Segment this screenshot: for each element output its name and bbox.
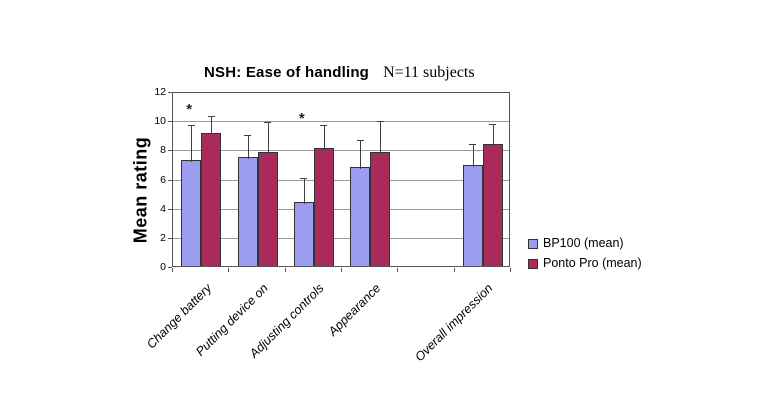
bar-bp100-adjusting-controls (293, 201, 314, 266)
y-tick-label-2: 2 (160, 231, 166, 244)
error-cap-ponto-adjusting-controls (320, 125, 328, 127)
error-cap-bp100-appearance (356, 139, 364, 141)
bar-ponto-putting-device-on (257, 152, 278, 266)
legend-label-bp100: BP100 (mean) (543, 236, 624, 250)
x-tick-mark-6 (510, 268, 511, 272)
y-tick-mark-10 (168, 121, 172, 123)
error-bar-ponto-change-battery (211, 116, 213, 136)
error-bar-bp100-putting-device-on (247, 135, 249, 159)
error-bar-bp100-change-battery (191, 125, 193, 162)
x-tick-mark-2 (284, 268, 286, 272)
error-bar-ponto-adjusting-controls (323, 125, 325, 150)
y-tick-mark-0 (168, 267, 172, 268)
error-cap-bp100-overall-impression (469, 144, 477, 146)
bar-ponto-appearance (370, 152, 391, 266)
error-cap-bp100-adjusting-controls (300, 177, 308, 179)
gridline-y-8 (173, 150, 509, 152)
chart-title-main: NSH: Ease of handling (204, 64, 370, 81)
x-label-appearance: Appearance (325, 281, 384, 339)
x-label-overall-impression: Overall impression (412, 281, 496, 365)
bar-ponto-overall-impression (482, 143, 503, 266)
error-cap-ponto-change-battery (207, 116, 215, 118)
significance-asterisk-change-battery: * (186, 101, 193, 119)
error-bar-bp100-adjusting-controls (303, 177, 305, 204)
bar-bp100-putting-device-on (237, 156, 258, 266)
gridline-y-2 (173, 237, 509, 239)
plot-area: * * (172, 92, 510, 267)
y-tick-label-4: 4 (160, 202, 166, 215)
legend-swatch-bp100 (528, 238, 538, 249)
gridline-y-10 (173, 121, 509, 123)
y-tick-label-6: 6 (160, 173, 166, 186)
y-tick-mark-6 (168, 179, 172, 181)
y-tick-mark-4 (168, 208, 172, 210)
error-bar-ponto-putting-device-on (267, 122, 269, 155)
y-tick-label-8: 8 (160, 144, 166, 157)
y-tick-mark-12 (168, 92, 172, 93)
error-bar-bp100-appearance (360, 139, 362, 169)
x-tick-mark-1 (228, 268, 230, 272)
significance-asterisk-adjusting-controls: * (298, 110, 305, 128)
error-cap-ponto-putting-device-on (264, 122, 271, 124)
bar-ponto-change-battery (201, 133, 222, 266)
legend-item-bp100: BP100 (mean) (528, 237, 642, 250)
bar-ponto-adjusting-controls (313, 147, 334, 266)
y-tick-label-10: 10 (154, 115, 166, 128)
x-tick-mark-5 (453, 268, 455, 272)
x-tick-mark-4 (397, 268, 399, 272)
bar-bp100-overall-impression (462, 165, 483, 266)
error-cap-ponto-appearance (376, 120, 384, 122)
x-tick-mark-3 (341, 268, 342, 272)
chart-title: NSH: Ease of handling N=11 subjects (204, 64, 475, 82)
error-cap-bp100-change-battery (187, 125, 195, 127)
y-tick-mark-2 (168, 237, 172, 239)
legend-label-ponto: Ponto Pro (mean) (543, 256, 642, 270)
legend-swatch-ponto (528, 258, 538, 269)
error-bar-ponto-overall-impression (492, 123, 494, 146)
bar-bp100-appearance (350, 166, 371, 266)
gridline-y-6 (173, 179, 509, 181)
y-tick-label-0: 0 (160, 261, 166, 273)
chart-subtitle: N=11 subjects (383, 64, 475, 81)
gridline-y-4 (173, 208, 509, 210)
x-tick-mark-0 (172, 268, 173, 272)
y-tick-label-12: 12 (154, 86, 166, 98)
legend-item-ponto: Ponto Pro (mean) (528, 257, 642, 270)
error-cap-bp100-putting-device-on (244, 135, 251, 137)
bar-bp100-change-battery (181, 159, 202, 266)
error-bar-bp100-overall-impression (472, 144, 474, 168)
legend: BP100 (mean) Ponto Pro (mean) (528, 237, 642, 270)
y-tick-mark-8 (168, 150, 172, 152)
error-cap-ponto-overall-impression (489, 123, 497, 125)
error-bar-ponto-appearance (380, 120, 382, 155)
